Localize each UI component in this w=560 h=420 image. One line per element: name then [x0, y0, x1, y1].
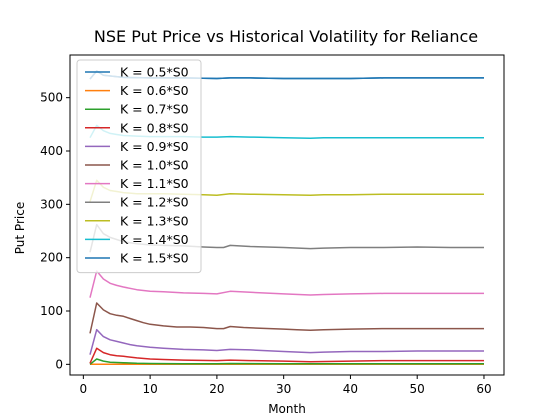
- x-tick-label: 0: [80, 382, 88, 396]
- series-line-4: [89, 347, 484, 364]
- legend-label: K = 0.5*S0: [120, 65, 189, 80]
- legend-label: K = 0.6*S0: [120, 83, 189, 98]
- x-axis: 0 10 20 30 40 50 60: [80, 375, 492, 396]
- legend: K = 0.5*S0 K = 0.6*S0 K = 0.7*S0 K = 0.8*S0…: [76, 59, 202, 274]
- plot-border: [69, 54, 505, 376]
- legend-label: K = 0.8*S0: [120, 120, 189, 135]
- x-tick-label: 40: [343, 382, 358, 396]
- y-tick-label: 300: [40, 197, 63, 211]
- legend-box: [76, 59, 202, 274]
- legend-label: K = 1.5*S0: [120, 251, 189, 266]
- x-tick-label: 20: [209, 382, 224, 396]
- y-tick-label: 400: [40, 144, 63, 158]
- legend-label: K = 1.3*S0: [120, 213, 189, 228]
- y-tick-label: 0: [55, 357, 63, 371]
- legend-label: K = 1.0*S0: [120, 158, 189, 173]
- y-tick-label: 100: [40, 304, 63, 318]
- x-axis-label: Month: [268, 402, 306, 416]
- legend-label: K = 0.7*S0: [120, 102, 189, 117]
- y-tick-label: 200: [40, 251, 63, 265]
- y-axis-label: Put Price: [13, 202, 27, 254]
- plot-area: [69, 54, 505, 376]
- y-tick-label: 500: [40, 91, 63, 105]
- x-tick-label: 60: [476, 382, 491, 396]
- y-axis: 0 100 200 300 400 500: [40, 91, 70, 371]
- series-line-5: [89, 328, 484, 355]
- legend-label: K = 1.1*S0: [120, 176, 189, 191]
- legend-label: K = 1.4*S0: [120, 232, 189, 247]
- x-tick-label: 10: [142, 382, 157, 396]
- chart-title: NSE Put Price vs Historical Volatility f…: [94, 27, 478, 46]
- legend-label: K = 0.9*S0: [120, 139, 189, 154]
- series-line-3: [89, 358, 484, 365]
- series-line-6: [89, 302, 484, 334]
- x-tick-label: 30: [276, 382, 291, 396]
- legend-label: K = 1.2*S0: [120, 195, 189, 210]
- x-tick-label: 50: [410, 382, 425, 396]
- series-line-7: [89, 270, 484, 298]
